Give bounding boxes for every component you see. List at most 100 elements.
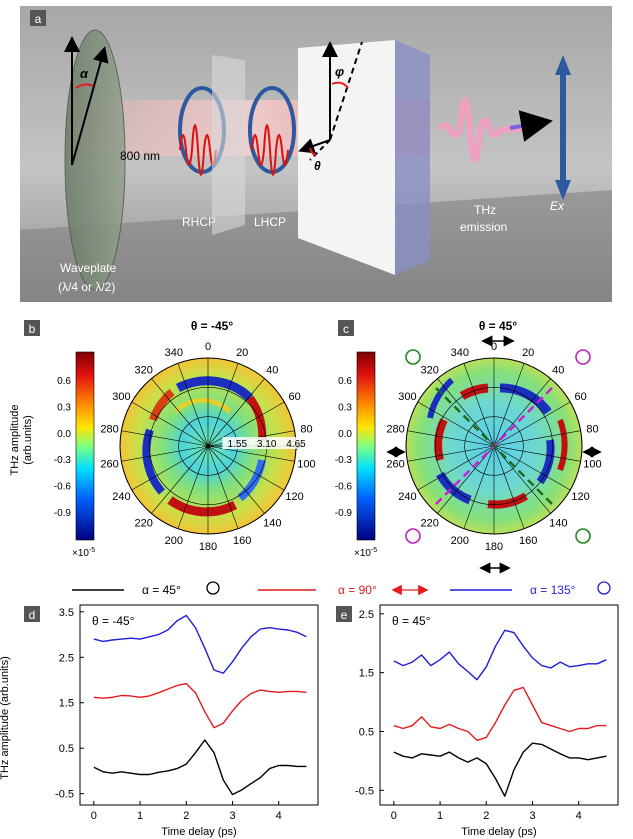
chart-d-frame [79, 604, 319, 806]
chart-e: 0 1 2 3 4 -0.5 0.5 1.5 2.5 θ = 45° Time delay (ps) [355, 604, 619, 838]
radial-label-bg [281, 437, 311, 449]
chart-e-series-line-0 [393, 629, 607, 681]
polar-c-angle-label: 100 [583, 458, 601, 470]
panel-c-title: θ = 45° [479, 319, 518, 333]
chart-e-xtick-label: 0 [391, 810, 397, 822]
legend-label-alpha-90: α = 90° [338, 583, 377, 597]
phi-symbol: φ [335, 64, 344, 79]
panel-b: b θ = -45° THz amplitude (arb.units) 0.6… [9, 319, 316, 559]
polar-grid-b: 0 20 40 60 80 100 120 140 160 180 200 220 240 260 280 3… [100, 341, 315, 553]
polar-b-spoke [207, 445, 239, 529]
emission-label: emission [460, 220, 507, 234]
chart-e-series-line-1 [393, 686, 607, 741]
lhcp-label: LHCP [254, 215, 286, 229]
polar-b-angle-label: 140 [263, 518, 281, 530]
radial-label: 4.65 [286, 439, 306, 450]
colorbar-c-tick-label: -0.9 [335, 508, 353, 519]
polar-c-spoke [493, 401, 571, 447]
crystal-axis-dashed [329, 41, 363, 141]
theta-symbol: θ [314, 159, 321, 173]
crystal-axis-horizontal [298, 138, 331, 154]
circular-polarization-icon-blue [597, 581, 611, 595]
polar-b-spoke [207, 401, 285, 447]
polar-b-angle-label: 240 [112, 491, 130, 503]
polar-b-spoke [207, 445, 285, 491]
chart-e-ytick-label: 2.5 [359, 609, 374, 621]
chart-d: 0 1 2 3 4 -0.5 0.5 1.5 2.5 3.5 θ = -45° Time delay … [55, 604, 319, 838]
crystal-side [395, 40, 430, 275]
colorbar-c-tick-label: 0.0 [338, 429, 352, 440]
colorbar-c-tick-label: 0.3 [338, 402, 352, 413]
chart-d-series-line-1 [93, 682, 307, 729]
panel-c-label-box [338, 320, 354, 336]
polar-c-spoke [437, 378, 495, 447]
colorbar-b-tick-label: -0.9 [54, 508, 72, 519]
circular-polarization-icons [405, 349, 591, 544]
chart-d-xtick-label: 0 [91, 810, 97, 822]
chart-e-xtick-label: 3 [529, 810, 535, 822]
colorbar-b [75, 351, 95, 541]
chart-d-xlabel: Time delay (ps) [161, 826, 236, 838]
panel-d: d 0 1 2 3 4 -0.5 0.5 1.5 2.5 3.5 θ = -45° Time dela… [24, 604, 319, 838]
chart-e-series-line-2 [393, 742, 607, 797]
panel-d-label-box [24, 606, 40, 622]
polar-c-spoke [493, 445, 525, 529]
colorbar-b-tick-label: -0.3 [54, 455, 72, 466]
green-axis-line [435, 387, 553, 505]
polar-b-angle-label: 160 [233, 535, 251, 547]
polar-c-spoke [463, 445, 495, 529]
colorbar-b-tick-label: -0.6 [54, 482, 72, 493]
radial-label-bg [251, 437, 282, 449]
chart-d-ytick-label: 3.5 [59, 607, 74, 619]
polar-b-angle-label: 100 [297, 458, 315, 470]
polar-c-angle-label: 160 [519, 535, 537, 547]
colorbar-ylabel-units: (arb.units) [22, 415, 34, 465]
chart-e-annotation: θ = 45° [392, 614, 431, 628]
chart-d-ytick-label: 2.5 [59, 652, 74, 664]
polar-c-angle-label: 80 [586, 424, 598, 436]
crystal-face [298, 40, 395, 275]
polar-c-spoke [493, 445, 551, 514]
panel-b-label-box [24, 320, 40, 336]
panel-e: e 0 1 2 3 4 -0.5 0.5 1.5 2.5 θ = 45° Time delay (p… [336, 604, 619, 838]
polar-b-angle-label: 220 [135, 518, 153, 530]
chart-e-xtick-label: 4 [576, 810, 582, 822]
waveplate-axis-fast [71, 46, 109, 166]
polar-c-angle-label: 120 [571, 491, 589, 503]
polar-c-angle-label: 200 [451, 535, 469, 547]
polar-b-angle-label: 280 [100, 424, 118, 436]
chart-d-annotation: θ = -45° [92, 614, 135, 628]
chart-d-series-line-2 [93, 739, 307, 796]
colorbar-b-tick-label: 0.0 [57, 429, 71, 440]
radial-labels-b: 1.55 3.10 4.65 [222, 437, 311, 450]
colorbar-b-tick-label: 0.3 [57, 402, 71, 413]
thz-direction-arrow [509, 110, 553, 142]
ex-arrow-head-top [555, 55, 571, 75]
panel-a-label: a [35, 12, 42, 26]
polar-c-angle-label: 320 [421, 364, 439, 376]
colorbar-c-ticks: 0.6 0.3 0.0 -0.3 -0.6 -0.9 [335, 376, 353, 519]
polar-b-angle-label: 200 [165, 535, 183, 547]
polar-c-spoke [407, 445, 495, 462]
panel-b-label: b [29, 322, 36, 336]
lhcp-pulse [248, 86, 296, 176]
ex-arrow-head-bottom [555, 180, 571, 200]
polar-c-angle-label: 0 [491, 341, 497, 353]
polar-c-angle-label: 340 [451, 347, 469, 359]
polar-b-spoke [131, 445, 209, 491]
legend-label-alpha-45: α = 45° [142, 583, 181, 597]
radial-label: 3.10 [257, 439, 277, 450]
theta-arc [309, 147, 317, 157]
polar-b-angle-label: 320 [135, 364, 153, 376]
radial-label: 1.55 [228, 439, 248, 450]
polar-b-angle-label: 60 [288, 391, 300, 403]
polar-b-spoke [131, 401, 209, 447]
colorbar-c-exponent: ×10-5 [354, 547, 377, 559]
polar-c-spoke [463, 363, 495, 447]
polar-c-angle-label: 180 [485, 541, 503, 553]
polar-b-angle-label: 180 [199, 541, 217, 553]
chart-e-xtick-label: 1 [437, 810, 443, 822]
chart-d-xtick-label: 1 [137, 810, 143, 822]
quarter-wave-plate [212, 55, 245, 235]
chart-d-ytick-label: 0.5 [59, 743, 74, 755]
